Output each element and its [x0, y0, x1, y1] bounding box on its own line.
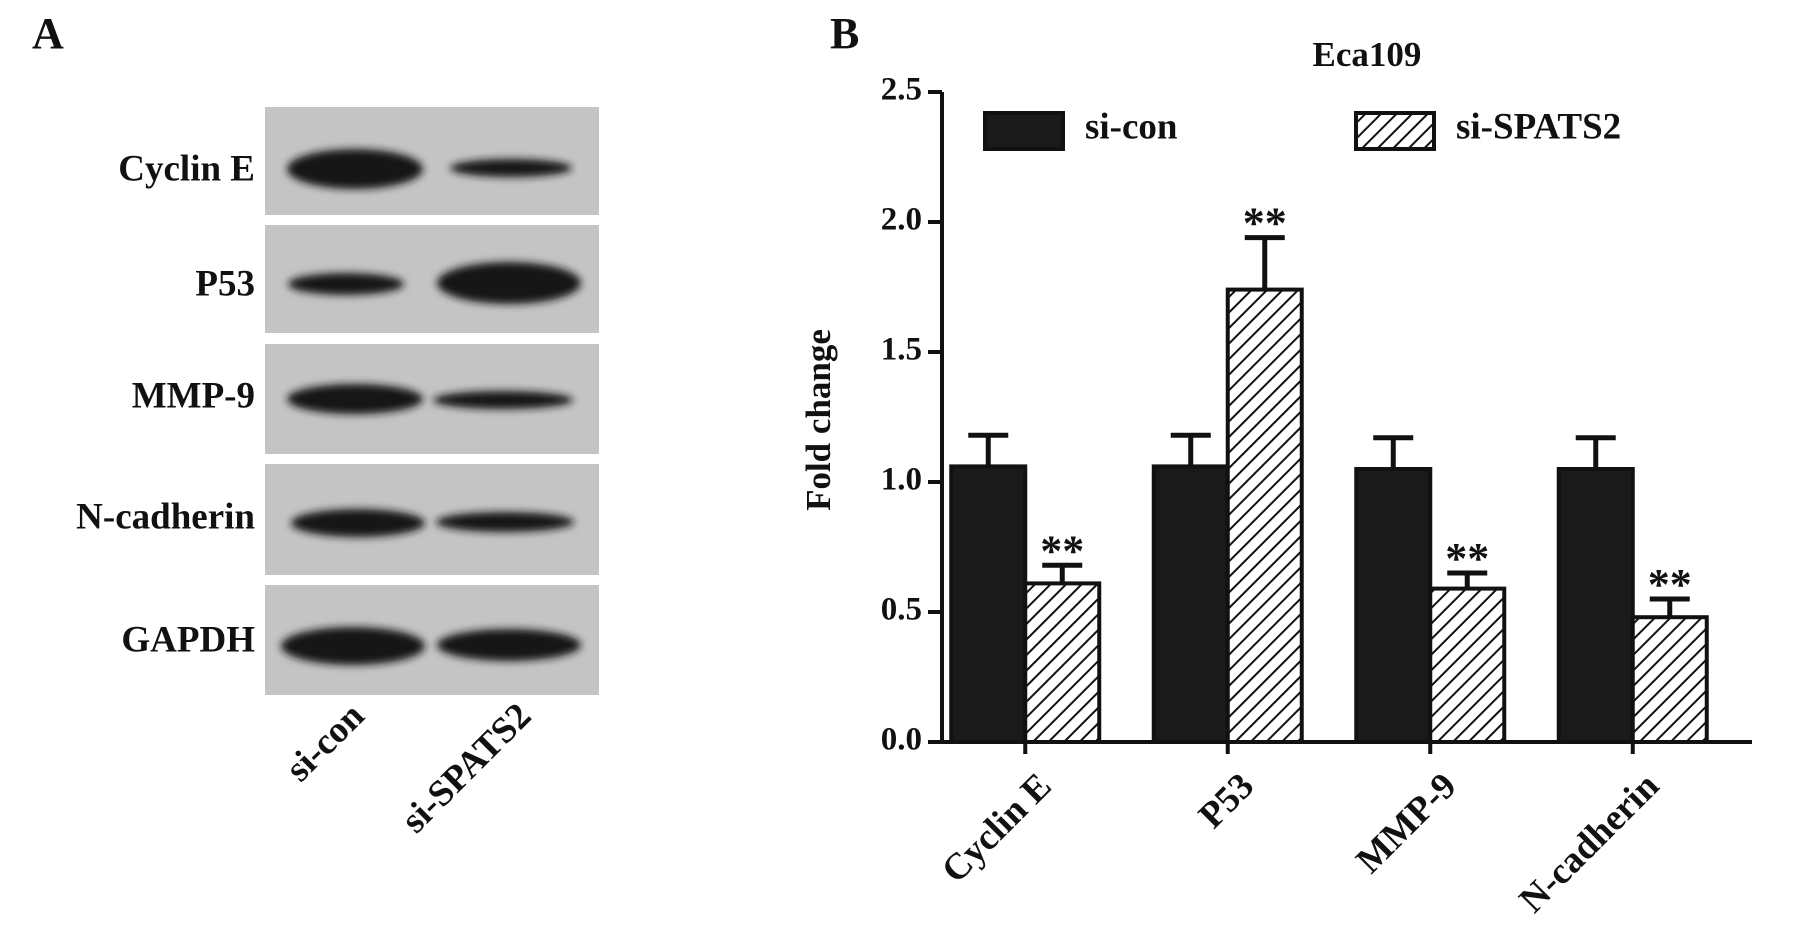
- row-label: Cyclin E: [118, 148, 255, 189]
- legend-label: si-SPATS2: [1456, 106, 1621, 147]
- significance: **: [1040, 526, 1084, 575]
- legend-swatch: [1354, 111, 1436, 151]
- x-tick-label: Cyclin E: [934, 765, 1060, 891]
- legend-swatch: [983, 111, 1065, 151]
- bar: [1630, 615, 1709, 745]
- y-axis-label: Fold change: [799, 329, 838, 511]
- x-tick-label: N-cadherin: [1512, 765, 1668, 921]
- significance: **: [1243, 199, 1287, 248]
- bar: [949, 464, 1028, 744]
- western-blot: Cyclin E P53 MMP-9 N-cadherin GAPDH si-c…: [76, 107, 599, 841]
- y-tick-label: 2.5: [881, 72, 922, 108]
- band: [281, 627, 425, 665]
- row-label: GAPDH: [121, 619, 255, 660]
- bar: [1428, 586, 1507, 744]
- band: [433, 391, 573, 409]
- lane-label: si-con: [278, 695, 373, 790]
- bar: [1556, 467, 1635, 744]
- significance: **: [1445, 534, 1489, 583]
- y-tick-label: 0.5: [881, 592, 922, 628]
- lane-label: si-SPATS2: [394, 695, 540, 841]
- legend-label: si-con: [1085, 106, 1178, 147]
- band: [450, 159, 572, 177]
- bar: [1354, 467, 1433, 744]
- row-label: P53: [195, 263, 255, 304]
- band: [437, 262, 581, 304]
- panel-label: B: [830, 9, 859, 58]
- y-tick-label: 0.0: [881, 722, 922, 758]
- row-label: MMP-9: [132, 375, 255, 416]
- significance: **: [1648, 560, 1692, 609]
- y-tick-label: 1.0: [881, 462, 922, 498]
- chart-title: Eca109: [1313, 35, 1422, 74]
- y-tick-label: 2.0: [881, 202, 922, 238]
- band: [287, 149, 423, 189]
- bar: [1225, 287, 1304, 744]
- x-tick-label: MMP-9: [1348, 765, 1464, 881]
- bar: [1151, 464, 1230, 744]
- x-tick-label: P53: [1191, 765, 1262, 836]
- y-tick-label: 1.5: [881, 332, 922, 368]
- band: [287, 384, 423, 414]
- row-label: N-cadherin: [76, 496, 255, 537]
- band: [288, 273, 404, 295]
- bar: [1023, 581, 1102, 745]
- band: [437, 629, 581, 661]
- panel-label: A: [32, 9, 64, 58]
- band: [436, 512, 574, 532]
- band: [291, 509, 425, 537]
